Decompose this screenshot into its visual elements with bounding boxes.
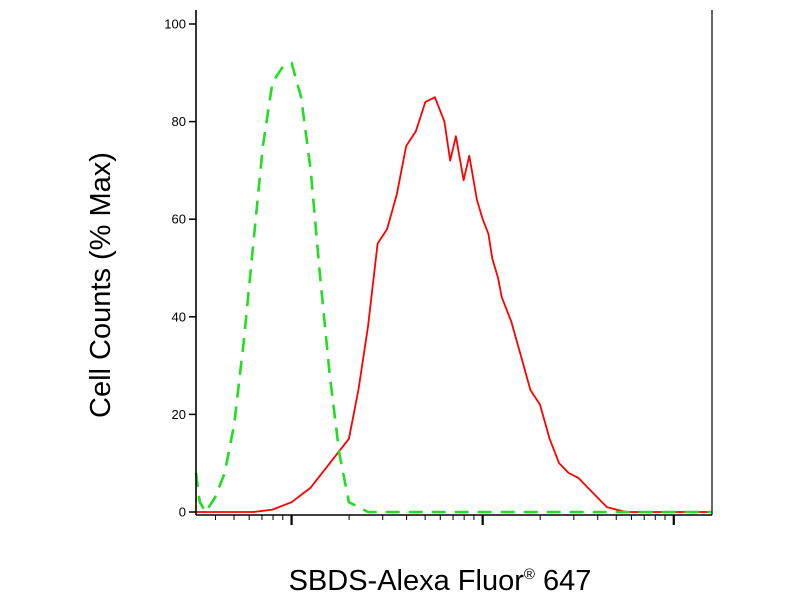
y-tick-label: 0 <box>179 505 186 520</box>
sample-histogram-line <box>196 96 712 513</box>
control-histogram-line <box>194 61 712 514</box>
y-tick-label: 60 <box>172 212 186 227</box>
x-axis-title: SBDS-Alexa Fluor® 647 <box>289 565 592 597</box>
y-tick-label: 100 <box>164 17 186 32</box>
y-axis-title: Cell Counts (% Max) <box>85 152 117 418</box>
histogram-series <box>194 61 712 514</box>
plot-frame <box>195 10 713 516</box>
y-tick-label: 40 <box>172 309 186 324</box>
y-tick-label: 80 <box>172 114 186 129</box>
x-axis-title-registered-mark: ® <box>524 566 535 583</box>
x-axis-title-main: SBDS-Alexa Fluor <box>289 565 525 597</box>
axis-ticks: 0 20 40 60 80 100 <box>164 17 675 525</box>
x-axis-title-suffix: 647 <box>535 565 591 597</box>
y-tick-label: 20 <box>172 407 186 422</box>
